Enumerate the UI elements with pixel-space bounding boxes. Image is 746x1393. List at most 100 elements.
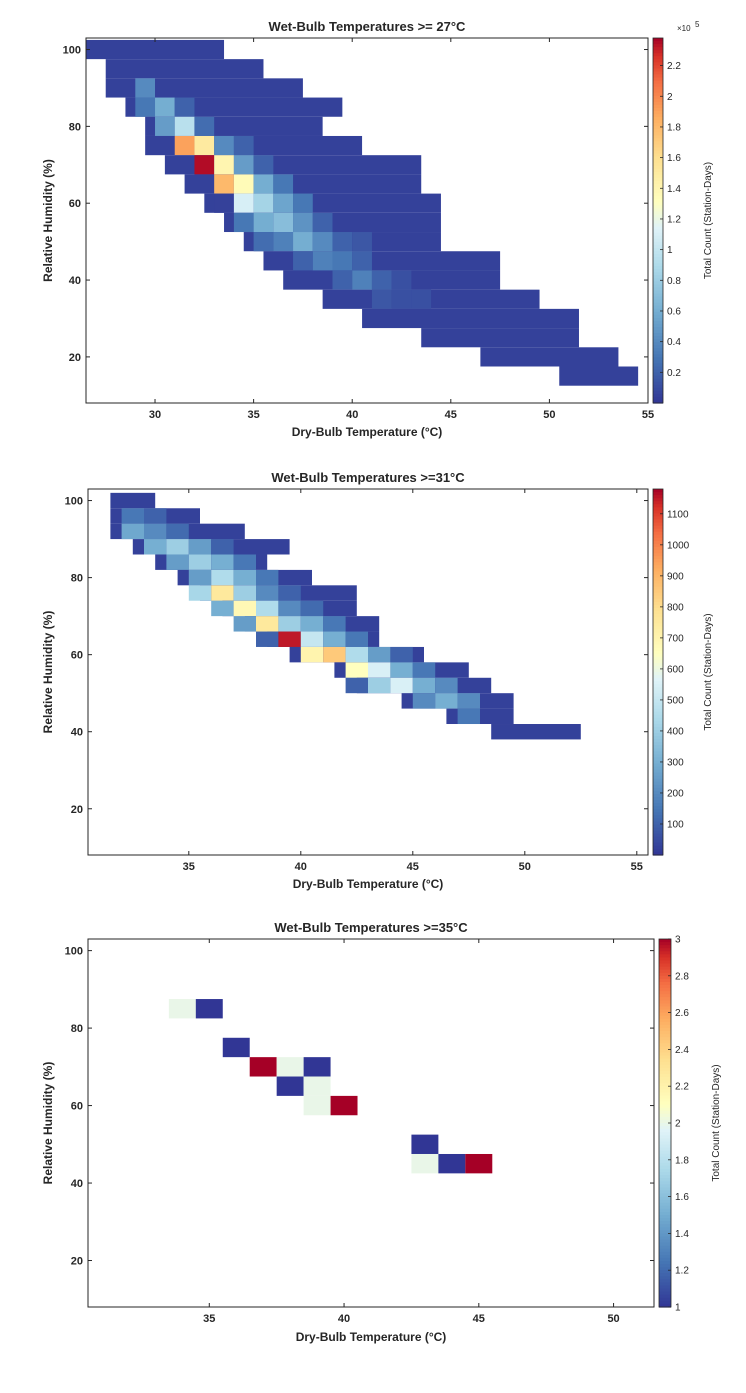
- heatmap-cell: [303, 1057, 331, 1077]
- colorbar-swatch: [653, 342, 663, 346]
- y-tick-label: 100: [63, 45, 81, 57]
- colorbar-swatch: [659, 1187, 671, 1192]
- colorbar-swatch: [653, 592, 663, 597]
- colorbar-swatch: [659, 1199, 671, 1204]
- x-tick-label: 40: [338, 1313, 350, 1325]
- colorbar-swatch: [653, 220, 663, 225]
- heatmap-cell: [144, 539, 167, 555]
- colorbar-swatch: [659, 1175, 671, 1179]
- heatmap-cell: [174, 135, 195, 156]
- heatmap-cell: [166, 523, 189, 540]
- x-axis-label: Dry-Bulb Temperature (°C): [293, 877, 444, 891]
- colorbar-label: Total Count (Station-Days): [711, 1064, 722, 1181]
- heatmap-cell: [222, 1037, 250, 1058]
- colorbar-swatch: [659, 1230, 671, 1234]
- heatmap-cell: [368, 677, 391, 694]
- colorbar-swatch: [659, 1276, 671, 1280]
- colorbar-swatch: [659, 963, 671, 968]
- colorbar-swatch: [659, 1138, 671, 1142]
- x-axis-label: Dry-Bulb Temperature (°C): [292, 425, 443, 439]
- colorbar-swatch: [653, 381, 663, 386]
- colorbar-swatch: [653, 53, 663, 57]
- heatmap-cell: [435, 693, 458, 709]
- chart-panel-1: 30 35 40 45 50 55 20 40 60 80 100 Wet-Bulb Temperat…: [41, 19, 714, 439]
- colorbar-swatch: [653, 647, 663, 652]
- colorbar-swatch: [659, 1267, 671, 1271]
- colorbar-swatch: [659, 951, 671, 955]
- colorbar-swatch: [653, 296, 663, 301]
- colorbar-swatch: [653, 217, 663, 222]
- heatmap-cell: [174, 116, 195, 136]
- colorbar-swatch: [653, 495, 663, 499]
- colorbar-swatch: [659, 972, 671, 977]
- colorbar-swatch: [659, 1098, 671, 1103]
- heatmap-cell: [188, 585, 212, 601]
- colorbar-swatch: [653, 144, 663, 149]
- colorbar-swatch: [659, 1135, 671, 1139]
- colorbar-swatch: [653, 311, 663, 316]
- plot-area: [87, 938, 655, 1308]
- colorbar-swatch: [653, 38, 663, 42]
- colorbar-swatch: [653, 92, 663, 97]
- colorbar: 100 200 300 400 500 600 700 800 900 1000 1100 Total…: [652, 488, 714, 856]
- heatmap-cell: [312, 251, 333, 271]
- heatmap-cell: [293, 251, 313, 271]
- colorbar-swatch: [653, 794, 663, 798]
- colorbar-swatch: [659, 942, 671, 946]
- heatmap-row-base: [491, 724, 581, 740]
- colorbar-swatch: [659, 1165, 671, 1170]
- colorbar-swatch: [659, 1101, 671, 1106]
- colorbar-swatch: [653, 260, 663, 264]
- colorbar-swatch: [653, 114, 663, 118]
- colorbar-swatch: [653, 751, 663, 755]
- heatmap-cell: [411, 1153, 439, 1174]
- colorbar-tick-label: 1.6: [667, 153, 681, 164]
- colorbar-swatch: [653, 165, 663, 170]
- colorbar-swatch: [653, 241, 663, 246]
- colorbar-swatch: [653, 595, 663, 600]
- colorbar-swatch: [653, 180, 663, 185]
- colorbar-tick-label: 1.4: [667, 184, 681, 195]
- colorbar-tick-label: 1.6: [675, 1192, 689, 1203]
- colorbar-tick-label: 3: [675, 935, 681, 946]
- colorbar-swatch: [653, 104, 663, 109]
- colorbar-swatch: [659, 1297, 671, 1302]
- heatmap-cell: [233, 135, 254, 156]
- heatmap-row-base: [105, 59, 264, 79]
- heatmap-cell: [332, 270, 353, 290]
- colorbar-swatch: [653, 742, 663, 746]
- colorbar-swatch: [653, 360, 663, 365]
- colorbar-tick-label: 400: [667, 726, 684, 737]
- colorbar-swatch: [653, 757, 663, 762]
- heatmap-cell: [300, 600, 324, 617]
- colorbar-swatch: [653, 534, 663, 539]
- colorbar-swatch: [653, 299, 663, 304]
- colorbar-swatch: [653, 247, 663, 252]
- colorbar-tick-label: 2.2: [667, 61, 681, 72]
- colorbar-swatch: [659, 1027, 671, 1032]
- colorbar-swatch: [659, 1064, 671, 1069]
- y-tick-label: 20: [71, 1256, 83, 1268]
- colorbar-swatch: [653, 739, 663, 743]
- colorbar-swatch: [659, 1153, 671, 1158]
- colorbar-swatch: [653, 851, 663, 856]
- y-tick-label: 100: [65, 496, 83, 508]
- y-tick-label: 60: [71, 1101, 83, 1113]
- colorbar-swatch: [653, 187, 663, 191]
- heatmap-cell: [211, 585, 234, 601]
- heatmap-cell: [323, 631, 346, 647]
- colorbar-swatch: [653, 135, 663, 139]
- colorbar-swatch: [659, 969, 671, 974]
- heatmap-cell: [211, 554, 234, 570]
- heatmap-cell: [256, 569, 279, 586]
- heatmap-cell: [211, 539, 234, 555]
- colorbar-swatch: [653, 95, 663, 100]
- colorbar-swatch: [659, 1150, 671, 1155]
- colorbar-swatch: [653, 80, 663, 85]
- colorbar-swatch: [653, 498, 663, 502]
- colorbar-swatch: [659, 1261, 671, 1265]
- colorbar-swatch: [653, 684, 663, 688]
- colorbar-swatch: [653, 302, 663, 307]
- colorbar-swatch: [653, 396, 663, 401]
- colorbar-swatch: [659, 1037, 671, 1041]
